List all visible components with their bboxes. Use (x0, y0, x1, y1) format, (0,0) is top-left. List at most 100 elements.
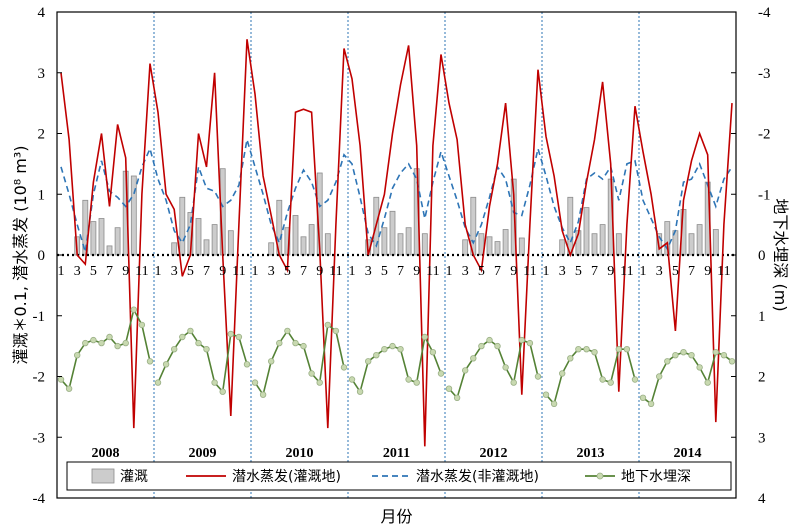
groundwater-point (470, 355, 477, 362)
irrigation-bar (615, 233, 622, 256)
irrigation-bar (114, 227, 121, 256)
groundwater-point (389, 342, 396, 350)
groundwater-point (591, 349, 598, 356)
right-tick-label: 1 (758, 309, 766, 325)
groundwater-point (583, 346, 590, 353)
month-tick-label: 1 (640, 264, 647, 279)
irrigation-bar (130, 175, 137, 256)
x-axis-label: 月份 (380, 507, 412, 526)
year-label: 2010 (286, 446, 314, 461)
month-tick-label: 7 (688, 264, 695, 279)
groundwater-point (534, 373, 542, 380)
irrigation-bar (567, 196, 574, 256)
irrigation-bar (106, 245, 113, 256)
groundwater-point (542, 391, 550, 398)
month-tick-label: 3 (656, 264, 663, 279)
year-label: 2012 (480, 446, 508, 461)
groundwater-point (122, 339, 129, 347)
month-tick-label: 1 (349, 264, 356, 279)
month-tick-label: 3 (365, 264, 372, 279)
groundwater-point (373, 352, 380, 359)
groundwater-point (510, 379, 517, 386)
month-tick-label: 3 (74, 264, 81, 279)
groundwater-point (195, 339, 202, 347)
left-tick-label: -1 (33, 309, 46, 325)
irrigation-bar (688, 233, 695, 256)
irrigation-bar (227, 230, 234, 256)
left-tick-label: 3 (38, 66, 46, 82)
legend-label-irrigation: 灌溉 (120, 469, 148, 485)
groundwater-point (559, 370, 566, 377)
month-tick-label: 11 (232, 264, 245, 279)
groundwater-point (340, 364, 348, 371)
irrigation-bar (486, 236, 493, 256)
month-tick-label: 7 (300, 264, 307, 279)
month-tick-label: 3 (559, 264, 566, 279)
right-tick-label: 2 (758, 370, 766, 386)
groundwater-point (704, 379, 711, 386)
y-axis-right-label: 地下水埋深 (m) (771, 198, 790, 311)
month-tick-label: 9 (607, 264, 614, 279)
groundwater-point (300, 342, 307, 350)
left-tick-label: -2 (33, 370, 46, 386)
legend-box (66, 461, 732, 491)
irrigation-bar (90, 221, 97, 256)
month-tick-label: 1 (252, 264, 259, 279)
groundwater-point (162, 361, 170, 368)
left-tick-label: 0 (38, 248, 46, 264)
groundwater-point (720, 352, 728, 359)
evap-non-irrigated-line (60, 139, 733, 253)
irrigation-bar (324, 233, 331, 256)
year-label: 2014 (674, 446, 702, 461)
axes (56, 11, 737, 499)
groundwater-point (647, 400, 655, 407)
irrigation-bar (381, 227, 388, 256)
groundwater-point (57, 376, 65, 383)
groundwater-point (518, 336, 525, 344)
irrigation-bar (171, 242, 178, 256)
groundwater-point (251, 379, 259, 386)
irrigation-bar (195, 218, 202, 256)
groundwater-point (114, 342, 121, 350)
groundwater-point (356, 388, 364, 395)
irrigation-bar (82, 199, 89, 256)
irrigation-bar (712, 229, 719, 256)
groundwater-point (179, 333, 186, 341)
groundwater-point (550, 400, 558, 407)
month-tick-label: 5 (381, 264, 388, 279)
month-tick-label: 9 (316, 264, 323, 279)
left-tick-label: -3 (33, 430, 46, 446)
groundwater-point (405, 376, 412, 383)
month-tick-label: 1 (446, 264, 453, 279)
year-label: 2009 (189, 446, 217, 461)
evap-irrigated-line (60, 39, 733, 447)
month-tick-label: 9 (510, 264, 517, 279)
groundwater-point (607, 379, 614, 386)
legend-label-evap-non-irrigated: 潜水蒸发(非灌溉地) (416, 469, 539, 485)
irrigation-bar (462, 239, 469, 256)
groundwater-point (138, 321, 146, 329)
groundwater-point (599, 376, 606, 383)
y-axis-left-label: 灌溉＊0.1, 潜水蒸发 (10⁸ m³) (11, 145, 30, 364)
irrigation-bar (591, 233, 598, 256)
groundwater-point (292, 339, 299, 347)
groundwater-point (696, 364, 703, 371)
groundwater-point (332, 327, 340, 335)
groundwater-point (680, 349, 687, 356)
groundwater-point (316, 379, 323, 386)
irrigation-bar (308, 224, 315, 256)
month-tick-label: 11 (717, 264, 730, 279)
right-tick-label: -1 (758, 187, 771, 203)
month-tick-label: 7 (494, 264, 501, 279)
month-tick-label: 5 (187, 264, 194, 279)
irrigation-bar (559, 239, 566, 256)
month-tick-label: 7 (397, 264, 404, 279)
irrigation-bar (211, 224, 218, 256)
groundwater-point (656, 373, 663, 380)
month-tick-label: 11 (135, 264, 148, 279)
month-tick-label: 9 (219, 264, 226, 279)
legend-swatch-groundwater-marker (596, 472, 604, 480)
groundwater-point (235, 333, 243, 341)
month-tick-label: 7 (203, 264, 210, 279)
